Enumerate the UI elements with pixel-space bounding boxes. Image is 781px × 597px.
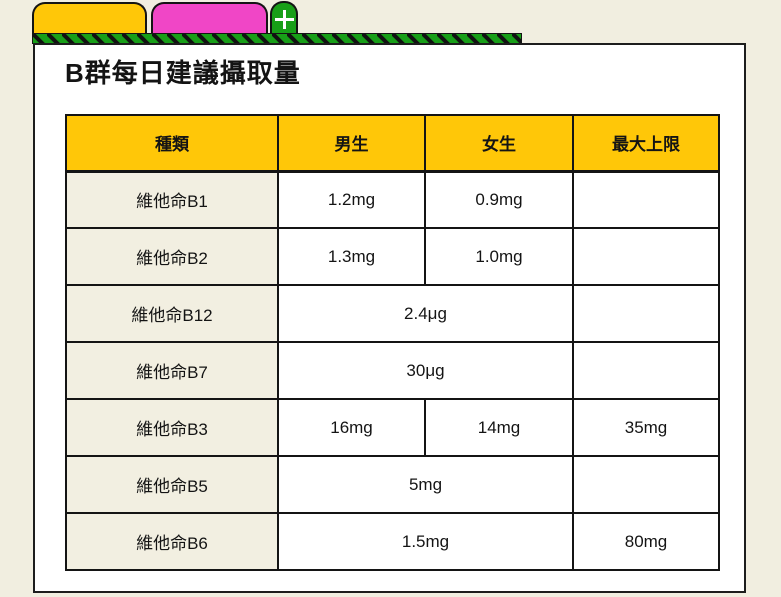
page-title: B群每日建議攝取量 — [65, 58, 301, 88]
cell-name: 維他命B2 — [65, 227, 279, 286]
content-card: B群每日建議攝取量 種類 男生 女生 最大上限 維他命B1 1.2mg 0.9m… — [33, 43, 746, 593]
cell-max: 35mg — [572, 398, 720, 457]
cell-max — [572, 227, 720, 286]
table-row: 維他命B2 1.3mg 1.0mg — [65, 227, 720, 286]
header-male: 男生 — [277, 114, 426, 173]
cell-max — [572, 341, 720, 400]
cell-combined: 30μg — [277, 341, 574, 400]
table-row: 維他命B1 1.2mg 0.9mg — [65, 170, 720, 229]
header-type: 種類 — [65, 114, 279, 173]
cell-max — [572, 455, 720, 514]
cell-combined: 5mg — [277, 455, 574, 514]
intake-table: 種類 男生 女生 最大上限 維他命B1 1.2mg 0.9mg 維他命B2 1.… — [65, 114, 720, 571]
cell-max: 80mg — [572, 512, 720, 571]
tab-pink[interactable] — [151, 2, 268, 36]
header-female: 女生 — [424, 114, 574, 173]
cell-female: 1.0mg — [424, 227, 574, 286]
table-row: 維他命B7 30μg — [65, 341, 720, 400]
cell-name: 維他命B5 — [65, 455, 279, 514]
table-header-row: 種類 男生 女生 最大上限 — [65, 114, 720, 173]
tab-yellow[interactable] — [32, 2, 147, 36]
table-row: 維他命B5 5mg — [65, 455, 720, 514]
cell-name: 維他命B1 — [65, 170, 279, 229]
cell-name: 維他命B6 — [65, 512, 279, 571]
cell-combined: 1.5mg — [277, 512, 574, 571]
cell-max — [572, 284, 720, 343]
plus-icon — [274, 10, 294, 29]
cell-name: 維他命B7 — [65, 341, 279, 400]
cell-name: 維他命B12 — [65, 284, 279, 343]
add-tab-button[interactable] — [270, 1, 298, 36]
cell-male: 1.2mg — [277, 170, 426, 229]
cell-combined: 2.4μg — [277, 284, 574, 343]
cell-name: 維他命B3 — [65, 398, 279, 457]
cell-female: 14mg — [424, 398, 574, 457]
cell-female: 0.9mg — [424, 170, 574, 229]
cell-max — [572, 170, 720, 229]
table-row: 維他命B3 16mg 14mg 35mg — [65, 398, 720, 457]
cell-male: 1.3mg — [277, 227, 426, 286]
cell-male: 16mg — [277, 398, 426, 457]
table-row: 維他命B6 1.5mg 80mg — [65, 512, 720, 571]
header-max: 最大上限 — [572, 114, 720, 173]
table-row: 維他命B12 2.4μg — [65, 284, 720, 343]
